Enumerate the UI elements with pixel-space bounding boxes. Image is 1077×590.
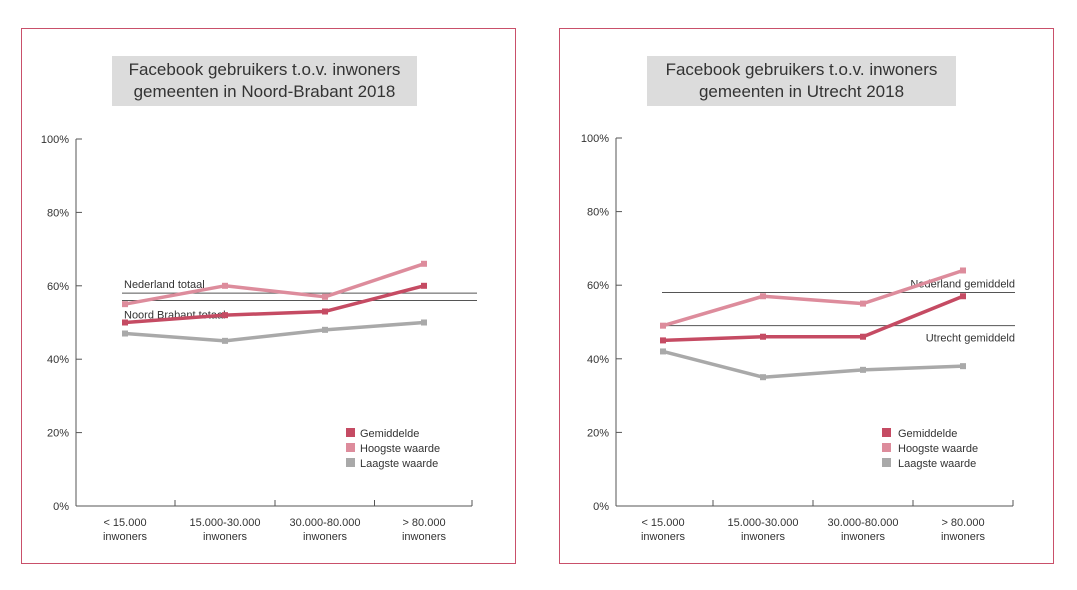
data-point xyxy=(760,293,766,300)
reference-line-label: Utrecht gemiddeld xyxy=(926,333,1015,345)
x-tick-label: inwoners xyxy=(103,531,148,543)
series-line xyxy=(662,268,964,328)
series-line xyxy=(124,262,425,306)
chart-title: Facebook gebruikers t.o.v. inwoners geme… xyxy=(647,56,956,106)
x-tick-label: inwoners xyxy=(941,531,986,543)
legend-label: Hoogste waarde xyxy=(360,443,440,455)
x-tick-label: 30.000-80.000 xyxy=(290,517,361,529)
x-tick-label: 15.000-30.000 xyxy=(728,517,799,529)
data-point xyxy=(322,293,328,300)
series-line xyxy=(124,284,425,325)
x-tick-label: inwoners xyxy=(741,531,786,543)
data-point xyxy=(860,300,866,307)
chart-panel-utrecht: Facebook gebruikers t.o.v. inwoners geme… xyxy=(559,28,1054,564)
x-tick-label: inwoners xyxy=(402,531,447,543)
chart-title-line-1: Facebook gebruikers t.o.v. inwoners xyxy=(128,60,401,79)
data-point xyxy=(122,301,128,308)
data-point xyxy=(222,312,228,319)
y-tick-label: 80% xyxy=(47,207,69,219)
data-point xyxy=(122,330,128,337)
legend-swatch xyxy=(882,428,891,437)
legend-swatch xyxy=(346,443,355,452)
data-point xyxy=(222,282,228,289)
data-point xyxy=(421,260,427,267)
chart-title-line-2: gemeenten in Noord-Brabant 2018 xyxy=(133,82,396,101)
legend-swatch xyxy=(346,428,355,437)
reference-line-label: Nederland totaal xyxy=(124,279,205,291)
data-point xyxy=(122,319,128,326)
series-line xyxy=(662,349,964,379)
legend-label: Gemiddelde xyxy=(898,428,957,440)
y-tick-label: 40% xyxy=(587,354,609,366)
legend-label: Laagste waarde xyxy=(898,458,976,470)
chart-title-line-1: Facebook gebruikers t.o.v. inwoners xyxy=(665,60,938,79)
series-line xyxy=(124,320,425,343)
x-tick-label: > 80.000 xyxy=(402,517,445,529)
data-point xyxy=(660,337,666,344)
series-line xyxy=(662,294,964,343)
legend-label: Gemiddelde xyxy=(360,428,419,440)
data-point xyxy=(660,322,666,329)
y-tick-label: 0% xyxy=(593,501,609,513)
x-tick-label: inwoners xyxy=(841,531,886,543)
legend-swatch xyxy=(346,458,355,467)
x-tick-label: < 15.000 xyxy=(641,517,684,529)
x-tick-label: inwoners xyxy=(303,531,348,543)
data-point xyxy=(322,326,328,333)
y-tick-label: 40% xyxy=(47,354,69,366)
x-tick-label: inwoners xyxy=(641,531,686,543)
y-tick-label: 20% xyxy=(587,427,609,439)
data-point xyxy=(222,337,228,344)
y-tick-label: 0% xyxy=(53,501,69,513)
y-tick-label: 60% xyxy=(587,280,609,292)
y-tick-label: 20% xyxy=(47,428,69,440)
chart-panel-noord-brabant: Facebook gebruikers t.o.v. inwoners geme… xyxy=(21,28,516,564)
data-point xyxy=(760,374,766,381)
data-point xyxy=(960,293,966,300)
legend-swatch xyxy=(882,458,891,467)
x-tick-label: 15.000-30.000 xyxy=(190,517,261,529)
y-tick-label: 80% xyxy=(587,207,609,219)
data-point xyxy=(421,282,427,289)
data-point xyxy=(322,308,328,315)
data-point xyxy=(960,267,966,274)
x-tick-label: inwoners xyxy=(203,531,248,543)
legend-label: Hoogste waarde xyxy=(898,443,978,455)
data-point xyxy=(760,333,766,340)
y-tick-label: 60% xyxy=(47,281,69,293)
reference-line-label: Nederland gemiddeld xyxy=(910,279,1015,291)
y-tick-label: 100% xyxy=(581,133,609,145)
x-tick-label: < 15.000 xyxy=(103,517,146,529)
y-tick-label: 100% xyxy=(41,134,69,146)
data-point xyxy=(860,366,866,373)
line-chart-noord-brabant: 0% 20% 40% 60% 80% 100% < 15.000 inwoners 15.000… xyxy=(41,134,477,543)
legend-label: Laagste waarde xyxy=(360,458,438,470)
data-point xyxy=(660,348,666,355)
x-tick-label: 30.000-80.000 xyxy=(828,517,899,529)
data-point xyxy=(960,363,966,370)
data-point xyxy=(860,333,866,340)
x-tick-label: > 80.000 xyxy=(941,517,984,529)
line-chart-utrecht: 0% 20% 40% 60% 80% 100% < 15.000 inwoners 15.000… xyxy=(581,133,1015,543)
data-point xyxy=(421,319,427,326)
legend-swatch xyxy=(882,443,891,452)
chart-title-line-2: gemeenten in Utrecht 2018 xyxy=(698,82,905,101)
chart-title: Facebook gebruikers t.o.v. inwoners geme… xyxy=(112,56,417,106)
